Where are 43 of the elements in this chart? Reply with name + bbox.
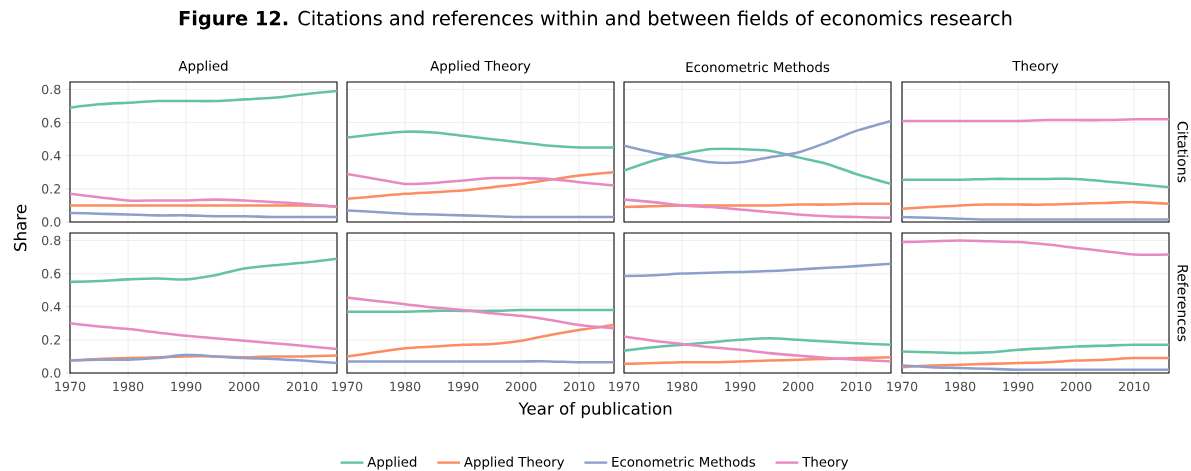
x-tick-label: 1990 bbox=[448, 381, 479, 392]
x-tick-label: 1980 bbox=[667, 381, 698, 392]
legend-label: Applied Theory bbox=[463, 456, 565, 470]
x-tick-label: 1970 bbox=[332, 381, 363, 392]
y-tick-label: 0.4 bbox=[41, 150, 61, 161]
x-tick-label: 2010 bbox=[1118, 381, 1150, 392]
x-tick-label: 1970 bbox=[887, 381, 918, 392]
x-tick-label: 2000 bbox=[782, 381, 814, 392]
chart-subtitle: Applied bbox=[178, 60, 228, 74]
legend-label: Applied bbox=[367, 456, 417, 470]
chart-subtitle: Theory bbox=[1012, 60, 1059, 74]
y-axis-title: Share bbox=[13, 204, 27, 251]
y2-axis-title: Citations bbox=[1177, 121, 1189, 183]
y-tick-label: 0.8 bbox=[41, 235, 61, 246]
legend-label: Theory bbox=[802, 456, 849, 470]
x-tick-label: 1980 bbox=[390, 381, 421, 392]
x-tick-label: 1990 bbox=[1003, 381, 1034, 392]
text: Figure 12. Citations and references within and between fields of economics research bbox=[179, 10, 1012, 30]
y-tick-label: 0.0 bbox=[41, 368, 61, 378]
y2-axis-title: References bbox=[1177, 265, 1189, 342]
y-tick-label: 0.0 bbox=[41, 217, 61, 227]
x-tick-label: 1980 bbox=[113, 381, 144, 392]
x-tick-label: 1980 bbox=[945, 381, 976, 392]
y-tick-label: 0.6 bbox=[41, 268, 61, 279]
x-tick-label: 1970 bbox=[609, 381, 640, 392]
y-tick-label: 0.4 bbox=[41, 301, 61, 312]
y-tick-label: 0.6 bbox=[41, 117, 61, 128]
x-tick-label: 2000 bbox=[505, 381, 537, 392]
x-tick-label: 1990 bbox=[725, 381, 756, 392]
x-tick-label: 1970 bbox=[55, 381, 86, 392]
x-tick-label: 2000 bbox=[1060, 381, 1092, 392]
y-tick-label: 0.2 bbox=[41, 184, 61, 194]
x-tick-label: 2000 bbox=[228, 381, 260, 392]
x-tick-label: 2010 bbox=[563, 381, 595, 392]
chart-subtitle: Applied Theory bbox=[430, 60, 531, 74]
x-tick-label: 1990 bbox=[171, 381, 202, 392]
x-tick-label: 2010 bbox=[840, 381, 872, 392]
x-tick-label: 2010 bbox=[286, 381, 318, 392]
y-tick-label: 0.8 bbox=[41, 84, 61, 95]
y-tick-label: 0.2 bbox=[41, 335, 61, 345]
x-axis-title: Year of publication bbox=[518, 401, 672, 419]
chart-subtitle: Econometric Methods bbox=[686, 61, 830, 73]
legend-label: Econometric Methods bbox=[612, 456, 756, 467]
